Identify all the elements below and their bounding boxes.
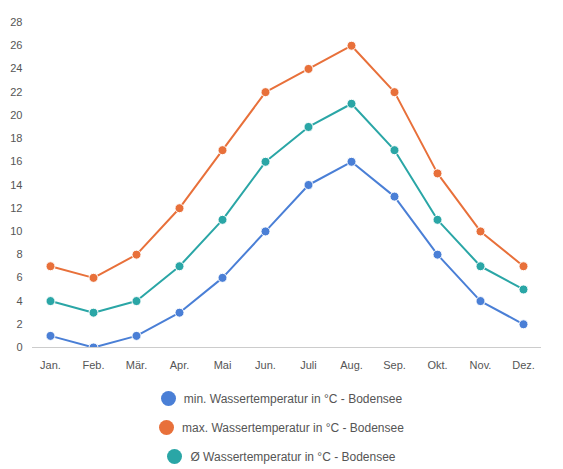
svg-text:6: 6 [16,271,22,283]
svg-text:26: 26 [10,39,22,51]
svg-text:Jun.: Jun. [255,359,276,371]
svg-text:Apr.: Apr. [170,359,190,371]
svg-text:28: 28 [10,16,22,28]
html-text:min. Wassertemperatur in °C -: min. Wassertemperatur in °C - Bodensee [183,391,403,406]
svg-text:Jan.: Jan. [40,359,61,371]
svg-text:18: 18 [10,132,22,144]
svg-text:22: 22 [10,86,22,98]
svg-text:16: 16 [10,155,22,167]
html-text:Ø Wassertemperatur in °C - Bod: Ø Wassertemperatur in °C - Bodensee [190,449,396,464]
svg-text:Feb.: Feb. [82,359,104,371]
svg-text:24: 24 [10,62,22,74]
html-text:max. Wassertemperatur in °C -: max. Wassertemperatur in °C - Bodensee [182,420,404,435]
svg-text:Okt.: Okt. [427,359,447,371]
svg-text:14: 14 [10,179,22,191]
svg-text:Mär.: Mär. [126,359,147,371]
svg-text:Sep.: Sep. [383,359,406,371]
svg-text:Mai: Mai [214,359,232,371]
svg-text:20: 20 [10,109,22,121]
svg-text:4: 4 [16,295,22,307]
svg-text:Aug.: Aug. [340,359,363,371]
svg-text:10: 10 [10,225,22,237]
svg-text:12: 12 [10,202,22,214]
svg-text:Nov.: Nov. [470,359,492,371]
svg-text:Juli: Juli [300,359,317,371]
svg-text:2: 2 [16,318,22,330]
svg-text:8: 8 [16,248,22,260]
svg-text:0: 0 [16,341,22,353]
svg-text:Dez.: Dez. [512,359,535,371]
